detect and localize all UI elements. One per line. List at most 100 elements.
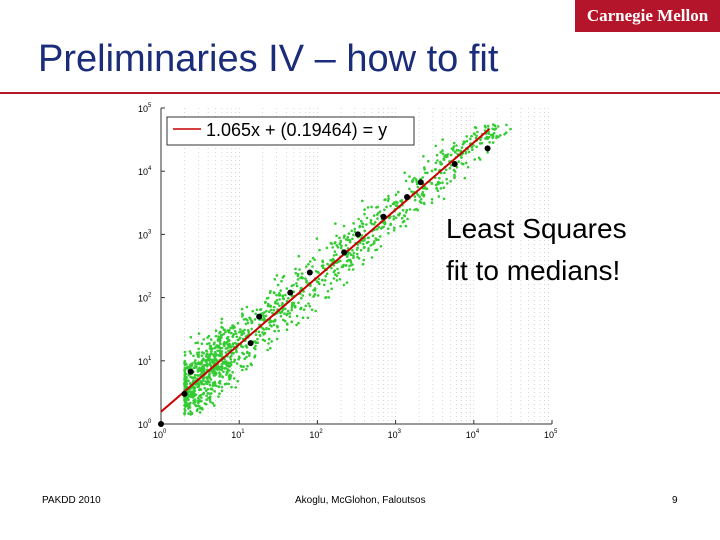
scatter-point — [325, 296, 328, 299]
scatter-point — [288, 312, 292, 315]
scatter-point — [340, 265, 344, 269]
scatter-point — [371, 234, 375, 237]
scatter-point — [183, 373, 187, 377]
scatter-point — [379, 245, 383, 248]
scatter-point — [352, 254, 355, 257]
scatter-point — [259, 308, 263, 311]
scatter-point — [270, 320, 273, 323]
scatter-point — [312, 289, 315, 292]
scatter-point — [330, 266, 333, 270]
scatter-point — [271, 311, 274, 315]
scatter-point — [257, 330, 261, 334]
scatter-point — [308, 260, 312, 263]
scatter-point — [345, 281, 349, 284]
scatter-point — [367, 236, 371, 239]
scatter-point — [348, 251, 351, 255]
scatter-point — [202, 379, 205, 383]
scatter-point — [349, 261, 353, 264]
scatter-point — [338, 236, 341, 240]
scatter-point — [197, 397, 200, 400]
scatter-point — [322, 283, 326, 287]
scatter-point — [298, 268, 301, 271]
scatter-point — [221, 366, 224, 370]
scatter-point — [348, 264, 351, 268]
y-tick-label: 105 — [138, 103, 152, 114]
scatter-point — [202, 352, 206, 355]
scatter-point — [202, 357, 205, 361]
scatter-point — [197, 332, 201, 335]
scatter-point — [194, 383, 198, 386]
scatter-point — [189, 363, 193, 366]
scatter-point — [183, 386, 187, 390]
scatter-point — [207, 396, 210, 400]
scatter-point — [421, 176, 425, 179]
scatter-point — [206, 392, 209, 395]
scatter-point — [296, 272, 300, 276]
scatter-point — [465, 135, 469, 138]
scatter-point — [205, 349, 208, 353]
scatter-point — [452, 145, 456, 148]
scatter-point — [413, 195, 417, 198]
scatter-point — [218, 331, 221, 335]
scatter-point — [227, 365, 231, 368]
scatter-point — [442, 186, 446, 189]
scatter-point — [408, 208, 412, 211]
scatter-point — [196, 341, 199, 345]
scatter-point — [460, 146, 464, 149]
scatter-point — [193, 400, 197, 404]
scatter-point — [394, 193, 398, 196]
scatter-point — [348, 258, 352, 262]
scatter-point — [422, 193, 426, 197]
scatter-point — [223, 344, 226, 348]
scatter-point — [308, 304, 312, 308]
scatter-point — [347, 232, 351, 235]
scatter-point — [250, 363, 253, 367]
scatter-point — [441, 152, 445, 156]
scatter-point — [220, 363, 223, 366]
scatter-point — [441, 138, 445, 141]
scatter-point — [356, 252, 359, 256]
scatter-point — [365, 223, 368, 226]
scatter-point — [331, 246, 334, 249]
scatter-point — [318, 248, 321, 252]
scatter-point — [379, 227, 383, 230]
scatter-point — [225, 382, 228, 386]
scatter-point — [325, 272, 329, 276]
scatter-point — [455, 166, 459, 169]
scatter-point — [218, 379, 222, 383]
scatter-point — [220, 321, 223, 324]
scatter-point — [269, 324, 272, 327]
scatter-point — [313, 258, 317, 262]
scatter-point — [437, 195, 441, 198]
scatter-point — [379, 235, 382, 238]
scatter-point — [419, 198, 423, 201]
scatter-point — [275, 337, 279, 341]
scatter-point — [199, 362, 202, 365]
callout-text: Least Squares fit to medians! — [446, 208, 627, 292]
scatter-point — [273, 329, 277, 333]
scatter-point — [241, 368, 244, 372]
scatter-point — [421, 190, 425, 194]
scatter-point — [332, 254, 336, 257]
scatter-point — [362, 258, 366, 262]
scatter-point — [415, 180, 419, 183]
scatter-point — [476, 130, 479, 134]
scatter-point — [216, 338, 220, 341]
scatter-point — [278, 304, 281, 308]
scatter-point — [453, 170, 457, 173]
scatter-point — [330, 242, 334, 246]
scatter-point — [246, 321, 250, 325]
scatter-point — [286, 309, 290, 313]
median-point — [247, 340, 254, 347]
scatter-point — [284, 293, 287, 297]
scatter-point — [186, 365, 189, 369]
scatter-point — [307, 263, 310, 266]
scatter-point — [209, 338, 213, 341]
scatter-point — [430, 182, 434, 185]
scatter-point — [213, 404, 216, 407]
x-tick-label: 100 — [153, 429, 167, 440]
median-point — [451, 160, 458, 167]
scatter-point — [287, 297, 290, 300]
scatter-point — [250, 320, 254, 324]
scatter-point — [304, 304, 308, 308]
